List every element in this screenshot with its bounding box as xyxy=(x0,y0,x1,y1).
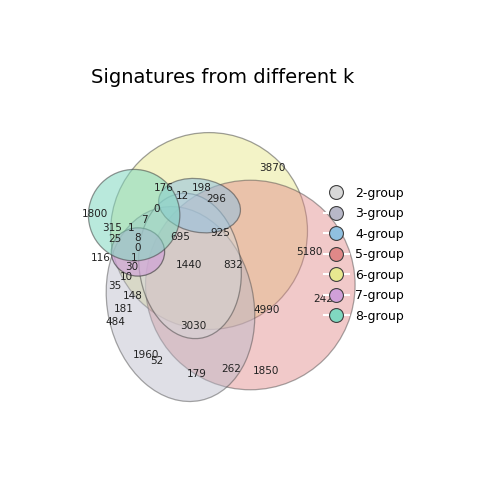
Text: 52: 52 xyxy=(150,356,164,366)
Text: 296: 296 xyxy=(207,194,227,204)
Text: 116: 116 xyxy=(91,254,111,263)
Text: 832: 832 xyxy=(223,260,243,270)
Text: 1: 1 xyxy=(131,254,138,263)
Text: 2420: 2420 xyxy=(313,294,340,304)
Text: 1: 1 xyxy=(128,223,135,233)
Text: 0: 0 xyxy=(154,204,160,214)
Text: 4990: 4990 xyxy=(253,305,279,316)
Ellipse shape xyxy=(88,169,180,261)
Text: 8: 8 xyxy=(135,233,141,243)
Title: Signatures from different k: Signatures from different k xyxy=(91,69,355,87)
Ellipse shape xyxy=(111,228,165,276)
Text: 179: 179 xyxy=(186,369,206,379)
Text: 3870: 3870 xyxy=(260,162,286,172)
Text: 484: 484 xyxy=(105,317,125,327)
Ellipse shape xyxy=(146,180,355,390)
Text: 1800: 1800 xyxy=(82,209,108,219)
Text: 25: 25 xyxy=(108,234,121,244)
Text: 925: 925 xyxy=(211,228,230,238)
Text: 176: 176 xyxy=(153,183,173,194)
Text: 30: 30 xyxy=(125,262,138,272)
Ellipse shape xyxy=(159,178,240,233)
Text: 262: 262 xyxy=(221,364,241,374)
Ellipse shape xyxy=(106,207,255,402)
Text: 695: 695 xyxy=(170,232,191,242)
Text: 0: 0 xyxy=(135,243,141,253)
Text: 1850: 1850 xyxy=(253,366,279,375)
Text: 10: 10 xyxy=(120,272,133,282)
Text: 1440: 1440 xyxy=(175,260,202,270)
Ellipse shape xyxy=(110,133,307,330)
Text: 3030: 3030 xyxy=(180,321,206,331)
Text: 12: 12 xyxy=(176,191,189,201)
Text: 148: 148 xyxy=(123,291,143,301)
Text: 5180: 5180 xyxy=(296,247,323,257)
Text: 7: 7 xyxy=(141,215,148,225)
Text: 198: 198 xyxy=(192,183,211,194)
Text: 315: 315 xyxy=(103,223,122,233)
Text: 181: 181 xyxy=(113,304,133,314)
Legend: 2-group, 3-group, 4-group, 5-group, 6-group, 7-group, 8-group: 2-group, 3-group, 4-group, 5-group, 6-gr… xyxy=(319,181,409,328)
Ellipse shape xyxy=(139,194,241,339)
Text: 35: 35 xyxy=(108,281,121,291)
Text: 1960: 1960 xyxy=(133,350,159,360)
